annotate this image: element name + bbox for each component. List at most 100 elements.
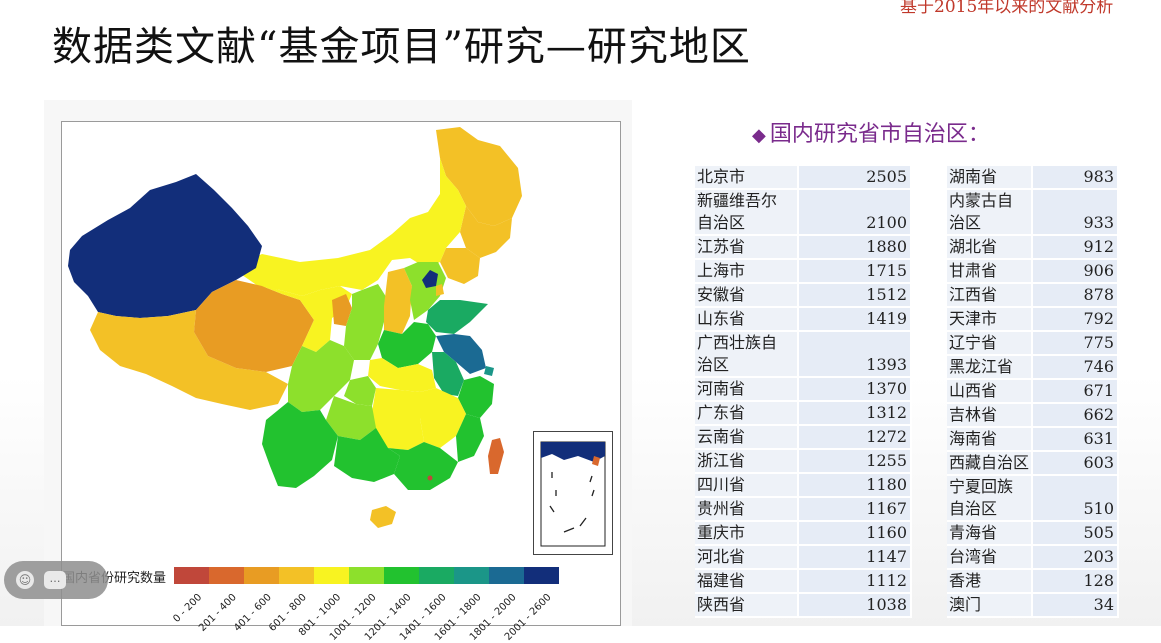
list-heading: ◆ 国内研究省市自治区： — [752, 116, 990, 148]
legend-swatch — [384, 567, 419, 584]
province-count: 933 — [1032, 189, 1119, 236]
table-row: 广东省 1312 — [695, 401, 912, 426]
table-row: 吉林省 662 — [947, 403, 1119, 428]
legend-swatch — [349, 567, 384, 584]
region-yunnan — [262, 402, 338, 488]
table-row: 台湾省 203 — [947, 545, 1119, 570]
region-hubei — [368, 358, 436, 392]
province-name: 新疆维吾尔 自治区 — [695, 189, 799, 236]
region-shandong — [426, 300, 488, 334]
legend-swatch — [279, 567, 314, 584]
table-row: 海南省 631 — [947, 427, 1119, 452]
region-hainan — [370, 506, 396, 528]
province-name: 四川省 — [695, 473, 799, 498]
province-count: 1370 — [798, 377, 912, 402]
table-row: 云南省 1272 — [695, 425, 912, 450]
table-row: 新疆维吾尔 自治区 2100 — [695, 189, 912, 236]
province-count: 1112 — [798, 569, 912, 594]
message-icon[interactable]: … — [44, 571, 66, 589]
table-row: 香港 128 — [947, 569, 1119, 594]
province-count: 746 — [1032, 355, 1119, 380]
province-count: 912 — [1032, 235, 1119, 260]
legend-swatch — [314, 567, 349, 584]
province-count: 1512 — [798, 283, 912, 308]
table-row: 广西壮族自 治区 1393 — [695, 331, 912, 378]
province-count: 1312 — [798, 401, 912, 426]
province-name: 台湾省 — [947, 545, 1033, 570]
province-count: 662 — [1032, 403, 1119, 428]
province-name: 澳门 — [947, 593, 1033, 618]
table-row: 天津市 792 — [947, 307, 1119, 332]
province-name: 山西省 — [947, 379, 1033, 404]
table-row: 山东省 1419 — [695, 307, 912, 332]
table-row: 重庆市 1160 — [695, 521, 912, 546]
region-gansu — [262, 286, 352, 352]
legend-swatch — [454, 567, 489, 584]
province-name: 河南省 — [695, 377, 799, 402]
province-name: 重庆市 — [695, 521, 799, 546]
province-name: 北京市 — [695, 166, 799, 190]
region-sichuan — [288, 340, 354, 412]
region-shanxi — [384, 268, 412, 334]
province-table-left: 北京市 2505 新疆维吾尔 自治区 2100 江苏省 1880 上海市 1715 安徽省 1512… — [695, 166, 912, 618]
province-name: 西藏自治区 — [947, 451, 1033, 476]
table-row: 浙江省 1255 — [695, 449, 912, 474]
region-chongqing — [344, 376, 376, 406]
region-inner-mongolia — [232, 158, 466, 296]
table-row: 辽宁省 775 — [947, 331, 1119, 356]
region-heilongjiang — [436, 127, 522, 226]
region-guangdong — [388, 442, 458, 490]
legend-color-bar — [174, 567, 559, 584]
region-henan — [378, 322, 436, 368]
region-jiangxi — [420, 388, 466, 448]
legend-swatch — [489, 567, 524, 584]
region-xinjiang — [68, 174, 262, 318]
province-name: 青海省 — [947, 521, 1033, 546]
province-count: 1272 — [798, 425, 912, 450]
table-row: 黑龙江省 746 — [947, 355, 1119, 380]
province-count: 1180 — [798, 473, 912, 498]
region-anhui — [432, 352, 464, 396]
province-name: 黑龙江省 — [947, 355, 1033, 380]
table-row: 山西省 671 — [947, 379, 1119, 404]
table-row: 北京市 2505 — [695, 166, 912, 190]
region-taiwan — [488, 438, 504, 474]
region-shanghai — [484, 366, 494, 376]
china-choropleth-map — [68, 127, 522, 528]
province-count: 1880 — [798, 235, 912, 260]
province-count: 671 — [1032, 379, 1119, 404]
emoji-icon[interactable]: ☺ — [16, 571, 34, 589]
legend-swatch — [419, 567, 454, 584]
legend-swatch — [244, 567, 279, 584]
table-row: 甘肃省 906 — [947, 259, 1119, 284]
region-tibet — [90, 310, 288, 410]
province-count: 2505 — [798, 166, 912, 190]
region-qinghai — [194, 280, 314, 372]
province-name: 浙江省 — [695, 449, 799, 474]
province-count: 2100 — [798, 189, 912, 236]
table-row: 江苏省 1880 — [695, 235, 912, 260]
province-count: 878 — [1032, 283, 1119, 308]
province-count: 128 — [1032, 569, 1119, 594]
province-name: 内蒙古自 治区 — [947, 189, 1033, 236]
region-fujian — [456, 414, 484, 462]
province-count: 983 — [1032, 166, 1119, 190]
table-row: 湖北省 912 — [947, 235, 1119, 260]
province-count: 505 — [1032, 521, 1119, 546]
region-beijing — [422, 270, 438, 288]
table-row: 陕西省 1038 — [695, 593, 912, 618]
table-row: 江西省 878 — [947, 283, 1119, 308]
table-row: 上海市 1715 — [695, 259, 912, 284]
region-guangxi — [334, 428, 400, 482]
province-name: 甘肃省 — [947, 259, 1033, 284]
legend-swatch — [174, 567, 209, 584]
region-ningxia — [332, 294, 352, 326]
province-name: 云南省 — [695, 425, 799, 450]
region-zhejiang — [458, 376, 494, 418]
province-count: 906 — [1032, 259, 1119, 284]
province-count: 1147 — [798, 545, 912, 570]
province-name: 吉林省 — [947, 403, 1033, 428]
region-tianjin — [436, 284, 444, 296]
region-shaanxi — [344, 284, 388, 360]
province-count: 1038 — [798, 593, 912, 618]
